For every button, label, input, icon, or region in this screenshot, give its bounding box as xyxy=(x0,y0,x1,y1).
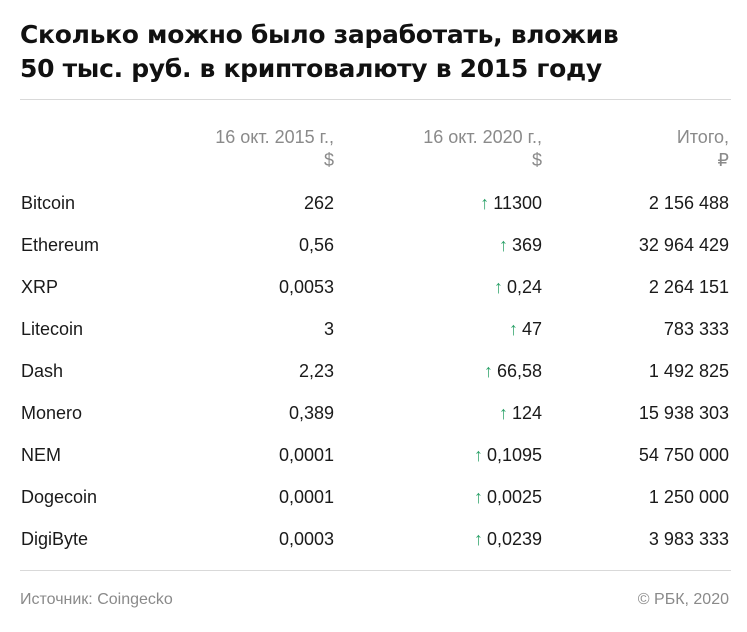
price-2015: 0,56 xyxy=(298,235,334,255)
arrow-up-icon: ↑ xyxy=(480,193,490,213)
crypto-table: Bitcoin 262 ↑ 11300 2 156 488 Ethereum 0,… xyxy=(0,182,747,560)
table-row: Litecoin 3 ↑ 47 783 333 xyxy=(0,308,747,350)
price-2020: ↑ 66,58 xyxy=(484,350,542,392)
title-line-2: 50 тыс. руб. в криптовалюту в 2015 году xyxy=(20,54,602,83)
arrow-up-icon: ↑ xyxy=(493,277,503,297)
total-rub: 783 333 xyxy=(663,319,729,339)
coin-name: Ethereum xyxy=(21,235,100,255)
coin-name: Litecoin xyxy=(21,319,84,339)
coin-name: XRP xyxy=(21,277,59,297)
arrow-up-icon: ↑ xyxy=(498,403,508,423)
top-divider xyxy=(20,99,731,100)
price-2015: 0,0053 xyxy=(278,277,334,297)
column-header-2015-unit: $ xyxy=(323,150,334,170)
price-2015: 0,0003 xyxy=(278,529,334,549)
table-row: Dogecoin 0,0001 ↑ 0,0025 1 250 000 xyxy=(0,476,747,518)
source-note: Источник: Coingecko xyxy=(20,591,173,608)
price-2020-value: 124 xyxy=(511,403,542,423)
price-2020-value: 0,24 xyxy=(506,277,542,297)
total-rub: 1 492 825 xyxy=(648,361,729,381)
table-row: NEM 0,0001 ↑ 0,1095 54 750 000 xyxy=(0,434,747,476)
total-rub: 1 250 000 xyxy=(648,487,729,507)
table-row: Bitcoin 262 ↑ 11300 2 156 488 xyxy=(0,182,747,224)
coin-name: Dogecoin xyxy=(21,487,98,507)
arrow-up-icon: ↑ xyxy=(473,445,483,465)
price-2020-value: 66,58 xyxy=(496,361,542,381)
page-title: Сколько можно было заработать, вложив 50… xyxy=(20,18,720,86)
price-2015: 2,23 xyxy=(298,361,334,381)
coin-name: DigiByte xyxy=(21,529,89,549)
price-2020-value: 0,0025 xyxy=(486,487,542,507)
price-2020-value: 0,1095 xyxy=(486,445,542,465)
column-header-2020: 16 окт. 2020 г., $ xyxy=(423,126,542,172)
column-header-2020-unit: $ xyxy=(531,150,542,170)
price-2020: ↑ 47 xyxy=(509,308,542,350)
total-rub: 32 964 429 xyxy=(638,235,729,255)
total-rub: 54 750 000 xyxy=(638,445,729,465)
total-rub: 2 156 488 xyxy=(648,193,729,213)
coin-name: Monero xyxy=(21,403,83,423)
total-rub: 3 983 333 xyxy=(648,529,729,549)
table-row: DigiByte 0,0003 ↑ 0,0239 3 983 333 xyxy=(0,518,747,560)
title-line-1: Сколько можно было заработать, вложив xyxy=(20,20,619,49)
column-header-total-unit: ₽ xyxy=(717,150,729,170)
column-header-total: Итого, ₽ xyxy=(677,126,729,172)
table-row: XRP 0,0053 ↑ 0,24 2 264 151 xyxy=(0,266,747,308)
coin-name: Dash xyxy=(21,361,64,381)
arrow-up-icon: ↑ xyxy=(483,361,493,381)
price-2020-value: 0,0239 xyxy=(486,529,542,549)
arrow-up-icon: ↑ xyxy=(473,529,483,549)
coin-name: Bitcoin xyxy=(21,193,76,213)
total-rub: 15 938 303 xyxy=(638,403,729,423)
price-2020: ↑ 369 xyxy=(499,224,542,266)
arrow-up-icon: ↑ xyxy=(498,235,508,255)
arrow-up-icon: ↑ xyxy=(473,487,483,507)
price-2020-value: 47 xyxy=(521,319,542,339)
price-2020-value: 11300 xyxy=(493,193,542,213)
price-2020: ↑ 0,1095 xyxy=(474,434,542,476)
copyright-note: © РБК, 2020 xyxy=(637,591,729,608)
price-2020: ↑ 0,24 xyxy=(494,266,542,308)
price-2020-value: 369 xyxy=(511,235,542,255)
column-header-2020-date: 16 окт. 2020 г., xyxy=(423,127,542,147)
price-2015: 0,389 xyxy=(288,403,334,423)
arrow-up-icon: ↑ xyxy=(508,319,518,339)
table-row: Ethereum 0,56 ↑ 369 32 964 429 xyxy=(0,224,747,266)
coin-name: NEM xyxy=(21,445,61,465)
price-2015: 0,0001 xyxy=(278,487,334,507)
table-row: Monero 0,389 ↑ 124 15 938 303 xyxy=(0,392,747,434)
column-header-2015: 16 окт. 2015 г., $ xyxy=(215,126,334,172)
price-2020: ↑ 0,0239 xyxy=(474,518,542,560)
total-rub: 2 264 151 xyxy=(648,277,729,297)
price-2015: 262 xyxy=(303,193,334,213)
price-2020: ↑ 11300 xyxy=(480,182,542,224)
table-row: Dash 2,23 ↑ 66,58 1 492 825 xyxy=(0,350,747,392)
price-2020: ↑ 124 xyxy=(499,392,542,434)
price-2015: 3 xyxy=(323,319,334,339)
price-2015: 0,0001 xyxy=(278,445,334,465)
price-2020: ↑ 0,0025 xyxy=(474,476,542,518)
bottom-divider xyxy=(20,570,731,571)
column-header-total-label: Итого, xyxy=(676,127,729,147)
column-header-2015-date: 16 окт. 2015 г., xyxy=(215,127,334,147)
